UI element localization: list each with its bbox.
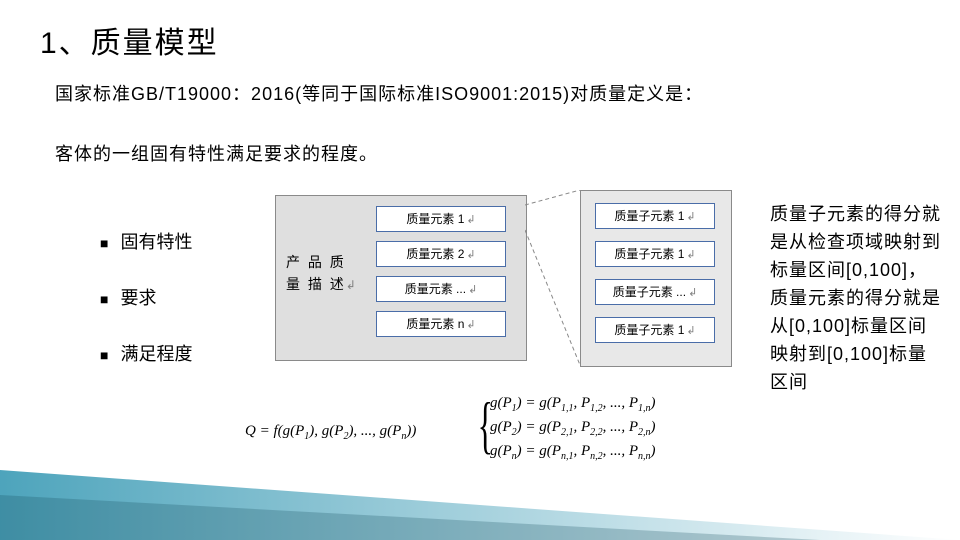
bullet-item: 要求	[100, 284, 192, 310]
quality-diagram: 产 品 质 量 描 述↲ 质量元素 1↲ 质量元素 2↲ 质量元素 ...↲ 质…	[275, 195, 735, 375]
quality-element-2: 质量元素 2↲	[376, 241, 506, 267]
explanation-text: 质量子元素的得分就是从检查项域映射到标量区间[0,100]，质量元素的得分就是从…	[770, 200, 945, 396]
bullet-item: 固有特性	[100, 228, 192, 254]
formula-block: Q = f(g(P1), g(P2), ..., g(Pn)) { g(P1) …	[245, 395, 745, 475]
formula-row-3: g(Pn) = g(Pn,1, Pn,2, ..., Pn,n)	[490, 443, 656, 462]
formula-row-1: g(P1) = g(P1,1, P1,2, ..., P1,n)	[490, 395, 656, 414]
bullet-list: 固有特性 要求 满足程度	[60, 228, 192, 396]
bullet-item: 满足程度	[100, 340, 192, 366]
paragraph-1: 国家标准GB/T19000：2016(等同于国际标准ISO9001:2015)对…	[55, 80, 703, 106]
connector-dashes	[525, 190, 585, 370]
quality-subelement-etc: 质量子元素 ...↲	[595, 279, 715, 305]
quality-subelement-2: 质量子元素 1↲	[595, 241, 715, 267]
formula-q: Q = f(g(P1), g(P2), ..., g(Pn))	[245, 423, 416, 442]
quality-subelement-n: 质量子元素 1↲	[595, 317, 715, 343]
quality-subelement-1: 质量子元素 1↲	[595, 203, 715, 229]
paragraph-2: 客体的一组固有特性满足要求的程度。	[55, 140, 378, 166]
quality-element-etc: 质量元素 ...↲	[376, 276, 506, 302]
slide-title: 1、质量模型	[40, 18, 219, 62]
product-quality-label: 产 品 质 量 描 述↲	[286, 251, 358, 296]
quality-element-1: 质量元素 1↲	[376, 206, 506, 232]
product-quality-box: 产 品 质 量 描 述↲ 质量元素 1↲ 质量元素 2↲ 质量元素 ...↲ 质…	[275, 195, 527, 361]
formula-row-2: g(P2) = g(P2,1, P2,2, ..., P2,n)	[490, 419, 656, 438]
sub-element-box: 质量子元素 1↲ 质量子元素 1↲ 质量子元素 ...↲ 质量子元素 1↲	[580, 190, 732, 367]
quality-element-n: 质量元素 n↲	[376, 311, 506, 337]
